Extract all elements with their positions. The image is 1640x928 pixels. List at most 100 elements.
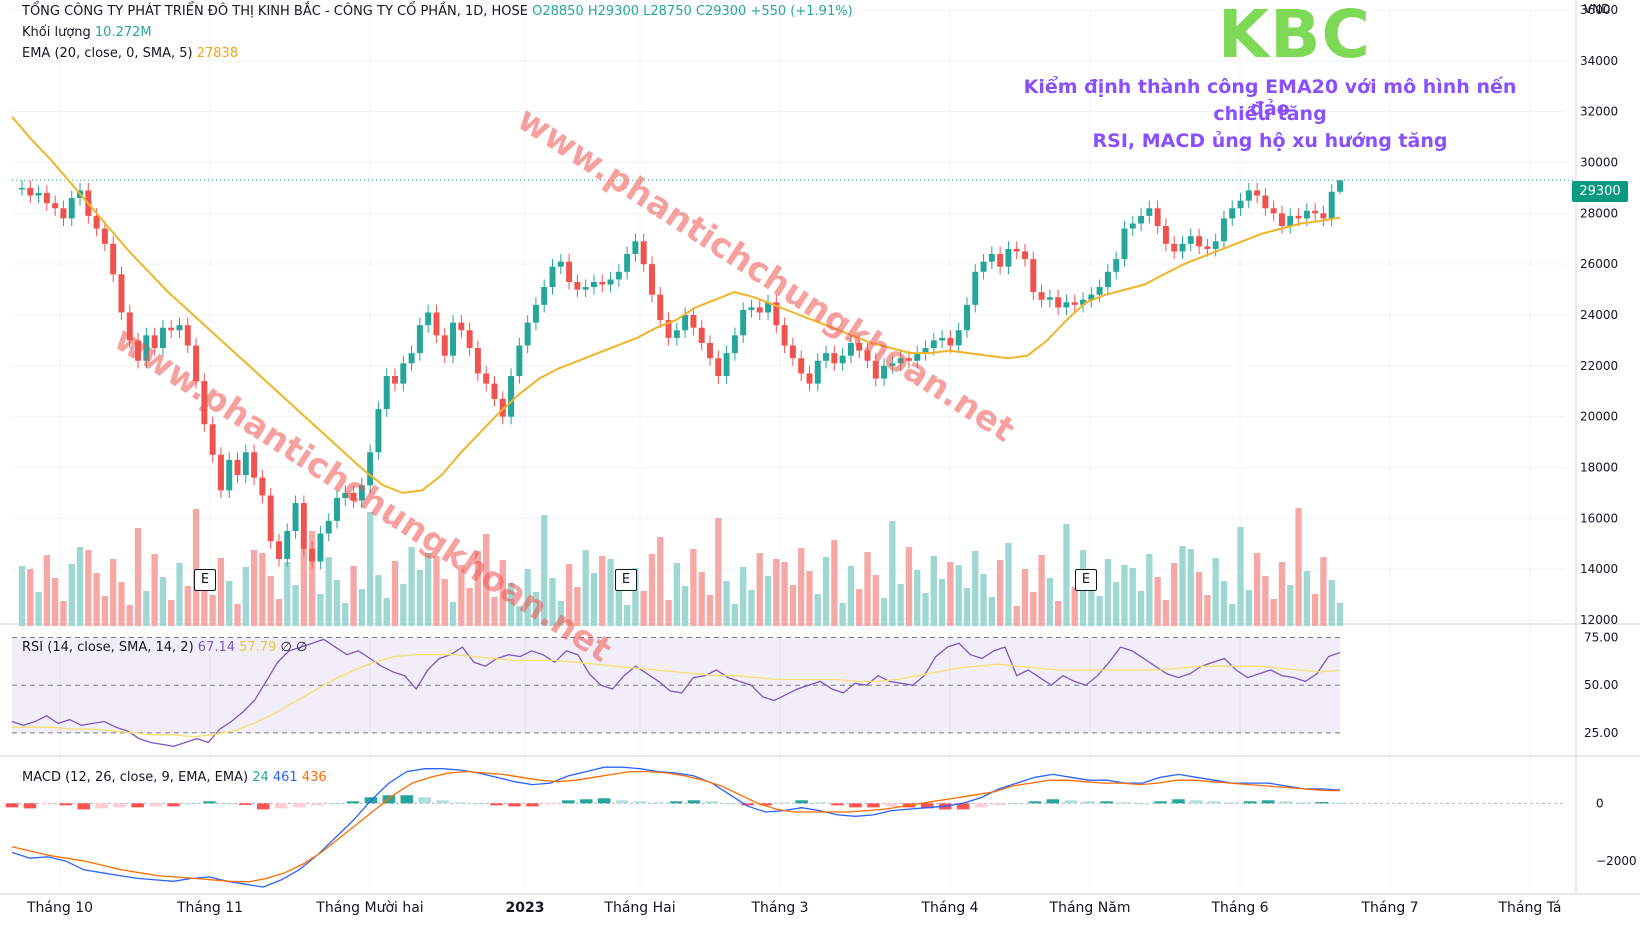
macd-histogram-bar — [1010, 803, 1024, 805]
volume-bar — [831, 540, 838, 626]
candle-body — [582, 287, 589, 290]
candle-body — [499, 398, 506, 417]
volume-legend[interactable]: Khối lượng 10.272M — [22, 25, 152, 40]
volume-bar — [1038, 555, 1045, 626]
volume-bar — [110, 559, 117, 626]
earnings-marker[interactable]: E — [615, 569, 637, 591]
candle-body — [342, 492, 349, 498]
candle-body — [143, 335, 150, 361]
candle-body — [35, 193, 42, 196]
candle-body — [474, 348, 481, 374]
price-tick-label: 28000 — [1580, 206, 1618, 220]
candle-body — [1278, 213, 1285, 227]
candle-body — [267, 495, 274, 542]
price-tick-label: 26000 — [1580, 257, 1618, 271]
earnings-marker[interactable]: E — [194, 569, 216, 591]
time-tick-label: Tháng Hai — [603, 900, 675, 916]
volume-bar — [134, 528, 142, 626]
volume-bar — [1154, 577, 1161, 626]
volume-bar — [1171, 563, 1178, 626]
time-tick-label: Tháng Năm — [1049, 900, 1131, 916]
volume-bar — [1146, 554, 1153, 626]
ohlc-close: C29300 — [695, 4, 747, 19]
macd-histogram-bar — [992, 803, 1006, 806]
volume-bar — [1311, 594, 1319, 626]
candle-body — [317, 533, 324, 562]
candle-body — [541, 287, 548, 305]
macd-histogram-bar — [1261, 800, 1275, 804]
candle-body — [93, 215, 100, 229]
volume-bar — [1303, 571, 1310, 626]
candle-body — [814, 360, 821, 384]
volume-bar — [1129, 568, 1136, 626]
volume-bar — [458, 565, 465, 626]
candle-body — [988, 254, 995, 262]
volume-bar — [599, 556, 606, 626]
candle-body — [590, 281, 597, 288]
annotation-line-2: chiều tăng — [1213, 103, 1327, 125]
volume-bar — [880, 598, 888, 626]
candle-body — [549, 266, 556, 288]
candle-body — [773, 302, 780, 326]
volume-bar — [781, 562, 788, 626]
price-tick-label: 24000 — [1580, 308, 1618, 322]
macd-legend[interactable]: MACD (12, 26, close, 9, EMA, EMA) 24 461… — [22, 770, 327, 785]
candle-body — [972, 271, 979, 305]
candle-body — [334, 498, 340, 521]
earnings-marker[interactable]: E — [1075, 569, 1097, 591]
candle-body — [1146, 208, 1153, 216]
macd-histogram-bar — [741, 803, 755, 806]
candle-body — [723, 353, 730, 376]
macd-histogram-bar — [1082, 801, 1096, 804]
candle-body — [234, 459, 241, 476]
macd-histogram-bar — [328, 803, 342, 805]
macd-histogram-bar — [723, 803, 737, 805]
volume-bar — [76, 547, 84, 626]
volume-bar — [1262, 576, 1269, 626]
macd-histogram-bar — [759, 803, 773, 806]
macd-histogram-bar — [562, 800, 575, 804]
volume-bar — [416, 570, 424, 626]
volume-bar — [1220, 581, 1228, 626]
volume-bar — [640, 591, 647, 626]
macd-histogram-bar — [974, 803, 988, 808]
macd-histogram-bar — [956, 803, 970, 810]
volume-bar — [1096, 596, 1103, 626]
candle-body — [118, 274, 125, 313]
volume-bar — [532, 592, 540, 626]
volume-bar — [914, 570, 921, 626]
rsi-tick-label: 50.00 — [1584, 678, 1618, 692]
candle-body — [209, 424, 216, 455]
ohlc-open: O28850 — [532, 4, 584, 19]
candle-body — [607, 279, 614, 285]
last-price-tag: 29300 — [1572, 181, 1628, 202]
macd-histogram-bar — [203, 801, 216, 804]
price-tick-label: 22000 — [1580, 359, 1618, 373]
candle-body — [466, 330, 473, 349]
volume-bar — [822, 557, 830, 626]
volume-bar — [358, 589, 366, 626]
time-tick-label: Tháng 4 — [920, 900, 978, 916]
candle-body — [491, 383, 498, 399]
macd-histogram-bar — [849, 803, 862, 808]
candle-body — [184, 325, 191, 346]
volume-bar — [764, 576, 772, 626]
candle-body — [930, 340, 937, 349]
volume-bar — [872, 575, 879, 626]
rsi-legend[interactable]: RSI (14, close, SMA, 14, 2) 67.14 57.79 … — [22, 640, 307, 655]
volume-bar — [433, 556, 440, 626]
volume-bar — [955, 565, 962, 626]
volume-bar — [267, 576, 274, 626]
volume-bar — [1113, 582, 1120, 626]
macd-histogram-bar — [597, 798, 611, 804]
volume-label: Khối lượng — [22, 25, 91, 40]
ema-legend[interactable]: EMA (20, close, 0, SMA, 5) 27838 — [22, 46, 238, 61]
volume-bar — [897, 584, 904, 626]
candle-body — [673, 330, 680, 338]
volume-bar — [308, 531, 316, 626]
macd-histogram-bar — [256, 803, 270, 810]
volume-bar — [590, 573, 598, 626]
candle-body — [1038, 292, 1045, 300]
